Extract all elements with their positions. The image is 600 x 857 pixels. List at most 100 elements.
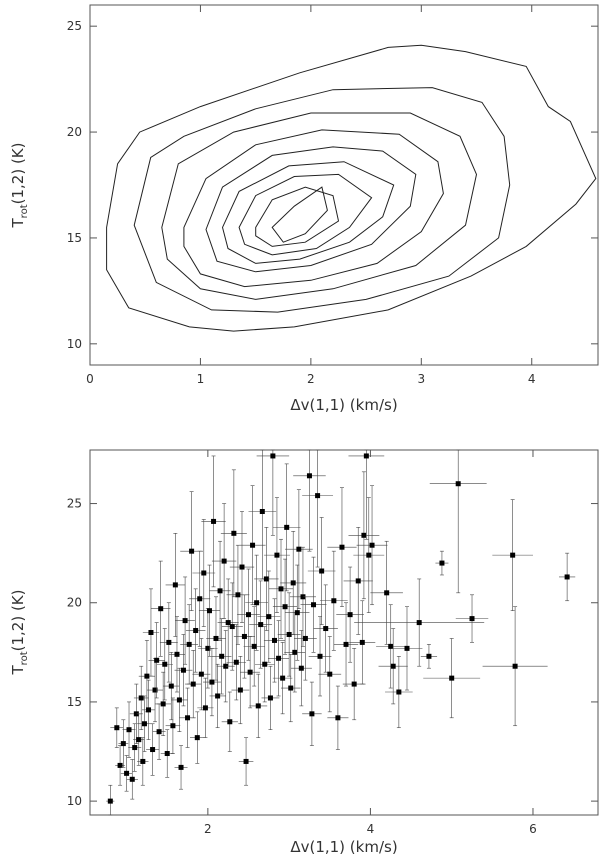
data-point-marker [213, 635, 219, 641]
data-point [148, 622, 165, 699]
scatter-plot-frame [89, 449, 599, 816]
data-point-marker [227, 719, 233, 725]
data-point [435, 550, 449, 576]
data-point [268, 620, 290, 697]
data-point-marker [317, 653, 323, 659]
data-point [168, 616, 186, 693]
data-point-marker [290, 580, 296, 586]
contour-x-tick-label: 4 [528, 372, 536, 386]
data-point-marker [198, 671, 204, 677]
data-point [455, 594, 489, 643]
data-point [129, 683, 143, 744]
data-point-marker [255, 703, 261, 709]
contour-y-tick-label: 10 [67, 337, 82, 351]
data-point [211, 503, 237, 619]
data-point-marker [366, 552, 372, 558]
data-point [165, 697, 181, 754]
contour-line [255, 186, 340, 247]
contour-y-label-rest: (1,2) (K) [9, 143, 27, 205]
data-point [110, 707, 124, 748]
data-point [180, 604, 199, 685]
data-point-marker [298, 665, 304, 671]
data-point-marker [449, 675, 455, 681]
data-point-marker [158, 606, 164, 612]
scatter-panel: 2 4 6 10 15 20 25 Δv(1,1) (km/s) Trot(1,2) (K… [9, 449, 599, 856]
data-point-marker [351, 681, 357, 687]
data-point-marker [186, 641, 192, 647]
data-point-marker [133, 711, 139, 717]
data-point-marker [439, 560, 445, 566]
contour-line [106, 44, 597, 332]
data-point [290, 630, 312, 707]
data-point-marker [154, 657, 160, 663]
data-point [211, 618, 232, 695]
data-point-marker [388, 643, 394, 649]
data-point-marker [263, 576, 269, 582]
data-point-marker [469, 616, 475, 622]
data-point-marker [233, 659, 239, 665]
data-point [254, 626, 275, 703]
data-point [293, 449, 326, 552]
data-point [356, 485, 388, 606]
data-point-marker [201, 570, 207, 576]
data-point [189, 550, 211, 647]
data-point-marker [229, 624, 235, 630]
data-point-marker [205, 645, 211, 651]
contour-plot-frame [89, 4, 599, 366]
data-point-marker [510, 552, 516, 558]
contour-line [183, 129, 444, 288]
data-point-marker [347, 612, 353, 618]
scatter-y-tick-label: 20 [67, 596, 82, 610]
data-point-marker [162, 661, 168, 667]
scatter-y-tick-label: 15 [67, 695, 82, 709]
data-point-marker [168, 683, 174, 689]
data-point-marker [129, 776, 135, 782]
contour-lines [106, 44, 597, 332]
data-point-marker [160, 701, 166, 707]
contour-line [161, 112, 478, 300]
contour-x-tick-label: 2 [307, 372, 315, 386]
data-point [280, 531, 307, 635]
data-point-marker [512, 663, 518, 669]
data-point [249, 580, 273, 669]
data-point [239, 485, 266, 606]
data-point [165, 533, 186, 637]
scatter-y-label-rest: (1,2) (K) [9, 590, 27, 652]
data-point [308, 616, 332, 697]
data-point [120, 755, 133, 792]
data-point [294, 596, 317, 681]
data-point-marker [132, 745, 138, 751]
data-point-marker [262, 661, 268, 667]
data-point-marker [426, 653, 432, 659]
data-point [272, 463, 301, 592]
data-point-marker [185, 715, 191, 721]
data-point-marker [146, 707, 152, 713]
data-point-marker [390, 663, 396, 669]
data-point-marker [250, 542, 256, 548]
data-point-marker [241, 633, 247, 639]
data-point-marker [164, 751, 170, 757]
data-point-marker [327, 671, 333, 677]
data-point [261, 665, 280, 731]
data-point-marker [170, 723, 176, 729]
data-point-marker [197, 596, 203, 602]
data-point-marker [294, 610, 300, 616]
data-point-marker [343, 641, 349, 647]
data-point [492, 499, 533, 611]
data-point-marker [282, 604, 288, 610]
data-point [391, 606, 423, 691]
data-point-marker [235, 592, 241, 598]
data-point-marker [258, 622, 264, 628]
data-point-marker [136, 737, 142, 743]
data-point [429, 449, 487, 594]
data-point-marker [148, 630, 154, 635]
data-point-marker [223, 663, 229, 669]
data-point [327, 487, 357, 608]
scatter-y-axis-ticks: 10 15 20 25 [67, 497, 598, 808]
data-point-marker [182, 618, 188, 624]
data-point-marker [202, 705, 208, 711]
data-point-marker [144, 673, 150, 679]
contour-x-tick-label: 1 [197, 372, 205, 386]
data-point [198, 564, 221, 657]
